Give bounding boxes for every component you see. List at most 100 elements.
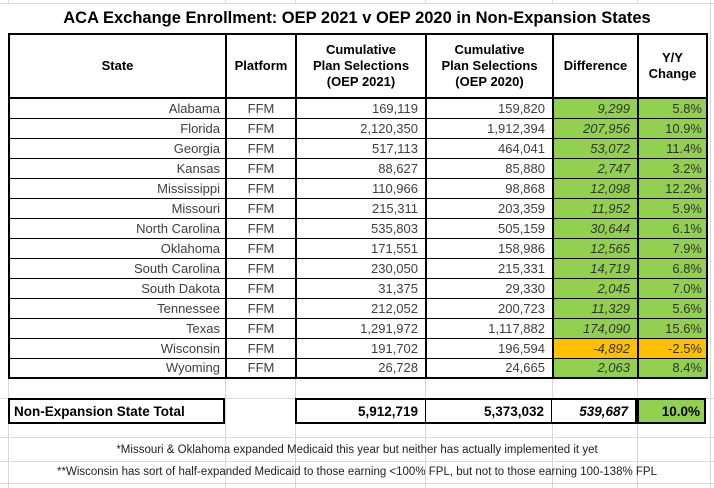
- platform-cell: FFM: [225, 177, 297, 199]
- oep2020-cell: 464,041: [425, 137, 554, 159]
- difference-cell: 2,063: [552, 357, 639, 379]
- oep2021-cell: 2,120,350: [295, 117, 427, 139]
- platform-cell: FFM: [225, 337, 297, 359]
- total-difference-cell: 539,687: [551, 400, 635, 422]
- oep2021-cell: 215,311: [295, 197, 427, 219]
- platform-cell: FFM: [225, 217, 297, 239]
- difference-cell: 30,644: [552, 217, 639, 239]
- header-row: State Platform Cumulative Plan Selection…: [8, 33, 708, 99]
- column-header-yy-change: Y/Y Change: [637, 33, 708, 99]
- platform-cell: FFM: [225, 197, 297, 219]
- table-row: North Carolina FFM 535,803 505,159 30,644 6.1…: [8, 217, 708, 239]
- footnote: **Wisconsin has sort of half-expanded Me…: [57, 466, 657, 478]
- difference-cell: 11,329: [552, 297, 639, 319]
- state-cell: Mississippi: [8, 177, 227, 199]
- yy-change-cell: 6.8%: [637, 257, 708, 279]
- state-cell: Wyoming: [8, 357, 227, 379]
- oep2021-cell: 535,803: [295, 217, 427, 239]
- oep2021-cell: 212,052: [295, 297, 427, 319]
- table-row: Florida FFM 2,120,350 1,912,394 207,956 10.9%: [8, 117, 708, 139]
- difference-cell: 2,045: [552, 277, 639, 299]
- oep2020-cell: 1,117,882: [425, 317, 554, 339]
- yy-change-cell: 5.6%: [637, 297, 708, 319]
- gridline-horizontal: [0, 3, 714, 4]
- yy-change-cell: 5.8%: [637, 97, 708, 119]
- column-header-state: State: [8, 33, 227, 99]
- gridline-vertical: [710, 0, 711, 488]
- platform-cell: FFM: [225, 297, 297, 319]
- yy-change-cell: 8.4%: [637, 357, 708, 379]
- platform-cell: FFM: [225, 137, 297, 159]
- oep2020-cell: 159,820: [425, 97, 554, 119]
- page-title: ACA Exchange Enrollment: OEP 2021 v OEP …: [8, 4, 706, 33]
- difference-cell: 207,956: [552, 117, 639, 139]
- state-cell: Texas: [8, 317, 227, 339]
- table-row: Mississippi FFM 110,966 98,868 12,098 12.2%: [8, 177, 708, 199]
- oep2021-cell: 517,113: [295, 137, 427, 159]
- difference-cell: 53,072: [552, 137, 639, 159]
- difference-cell: 2,747: [552, 157, 639, 179]
- platform-cell: FFM: [225, 257, 297, 279]
- state-cell: Wisconsin: [8, 337, 227, 359]
- oep2020-cell: 29,330: [425, 277, 554, 299]
- total-oep2021-cell: 5,912,719: [357, 403, 418, 419]
- oep2020-cell: 200,723: [425, 297, 554, 319]
- difference-cell: -4,892: [552, 337, 639, 359]
- footnote: *Missouri & Oklahoma expanded Medicaid t…: [116, 444, 598, 456]
- state-cell: Georgia: [8, 137, 227, 159]
- total-yy-change-cell: 10.0%: [637, 398, 706, 424]
- platform-cell: FFM: [225, 157, 297, 179]
- platform-cell: FFM: [225, 97, 297, 119]
- table-row: Oklahoma FFM 171,551 158,986 12,565 7.9%: [8, 237, 708, 259]
- column-header-difference: Difference: [552, 33, 639, 99]
- oep2020-cell: 85,880: [425, 157, 554, 179]
- yy-change-cell: 11.4%: [637, 137, 708, 159]
- yy-change-cell: 10.9%: [637, 117, 708, 139]
- state-cell: South Dakota: [8, 277, 227, 299]
- table-row: South Carolina FFM 230,050 215,331 14,719 6.8…: [8, 257, 708, 279]
- table-row: Wyoming FFM 26,728 24,665 2,063 8.4%: [8, 357, 708, 379]
- platform-cell: FFM: [225, 277, 297, 299]
- gridline-horizontal: [0, 437, 714, 438]
- column-header-oep2021: Cumulative Plan Selections (OEP 2021): [295, 33, 427, 99]
- table-row: Texas FFM 1,291,972 1,117,882 174,090 15.6%: [8, 317, 708, 339]
- enrollment-table: State Platform Cumulative Plan Selection…: [8, 33, 708, 379]
- table-row: Missouri FFM 215,311 203,359 11,952 5.9%: [8, 197, 708, 219]
- oep2020-cell: 196,594: [425, 337, 554, 359]
- platform-cell: FFM: [225, 117, 297, 139]
- oep2020-cell: 24,665: [425, 357, 554, 379]
- yy-change-cell: 7.0%: [637, 277, 708, 299]
- oep2021-cell: 1,291,972: [295, 317, 427, 339]
- state-cell: Missouri: [8, 197, 227, 219]
- state-cell: Alabama: [8, 97, 227, 119]
- oep2020-cell: 158,986: [425, 237, 554, 259]
- oep2020-cell: 1,912,394: [425, 117, 554, 139]
- total-values: 5,912,719 5,373,032 539,687: [295, 398, 637, 424]
- state-cell: North Carolina: [8, 217, 227, 239]
- table-row: Wisconsin FFM 191,702 196,594 -4,892 -2.5%: [8, 337, 708, 359]
- state-cell: Florida: [8, 117, 227, 139]
- oep2020-cell: 505,159: [425, 217, 554, 239]
- yy-change-cell: -2.5%: [637, 337, 708, 359]
- oep2020-cell: 203,359: [425, 197, 554, 219]
- oep2021-cell: 171,551: [295, 237, 427, 259]
- gridline-horizontal: [0, 461, 714, 462]
- yy-change-cell: 12.2%: [637, 177, 708, 199]
- oep2020-cell: 98,868: [425, 177, 554, 199]
- oep2021-cell: 230,050: [295, 257, 427, 279]
- oep2021-cell: 169,119: [295, 97, 427, 119]
- table-row: Kansas FFM 88,627 85,880 2,747 3.2%: [8, 157, 708, 179]
- table-row: Alabama FFM 169,119 159,820 9,299 5.8%: [8, 97, 708, 119]
- table-row: Tennessee FFM 212,052 200,723 11,329 5.6%: [8, 297, 708, 319]
- oep2021-cell: 191,702: [295, 337, 427, 359]
- difference-cell: 9,299: [552, 97, 639, 119]
- table-body: Alabama FFM 169,119 159,820 9,299 5.8% Florida…: [8, 97, 708, 379]
- difference-cell: 12,565: [552, 237, 639, 259]
- platform-cell: FFM: [225, 237, 297, 259]
- yy-change-cell: 6.1%: [637, 217, 708, 239]
- oep2020-cell: 215,331: [425, 257, 554, 279]
- gridline-horizontal: [0, 483, 714, 484]
- state-cell: Tennessee: [8, 297, 227, 319]
- oep2021-cell: 31,375: [295, 277, 427, 299]
- difference-cell: 174,090: [552, 317, 639, 339]
